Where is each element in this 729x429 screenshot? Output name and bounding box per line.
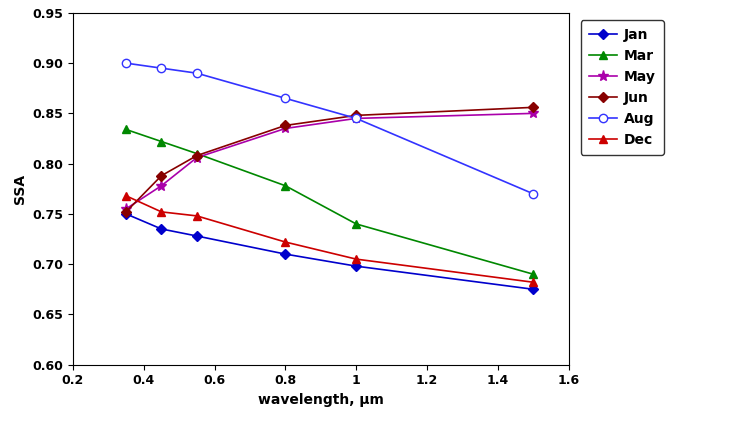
Dec [281,239,289,245]
Aug [529,191,537,196]
Line: Jan: Jan [122,210,537,293]
Jan [352,263,361,269]
Line: Jun: Jun [122,104,537,215]
Dec [529,280,537,285]
Line: Aug: Aug [122,59,537,198]
Jun [529,105,537,110]
Aug [192,71,201,76]
Legend: Jan, Mar, May, Jun, Aug, Dec: Jan, Mar, May, Jun, Aug, Dec [580,20,664,155]
Jun [192,153,201,158]
Mar [352,221,361,227]
Jan [281,251,289,257]
Mar [157,139,165,144]
Mar [529,272,537,277]
Jan [192,233,201,239]
Dec [122,193,130,198]
Jun [281,123,289,128]
Jun [157,173,165,178]
Aug [157,66,165,71]
Jan [122,211,130,217]
Y-axis label: SSA: SSA [12,174,27,204]
Line: May: May [120,108,539,214]
Mar [192,151,201,156]
Jan [529,287,537,292]
Aug [352,116,361,121]
May [529,111,537,116]
Line: Dec: Dec [122,192,537,287]
Jun [122,209,130,214]
May [352,116,361,121]
Aug [122,60,130,66]
Mar [122,127,130,132]
Dec [157,209,165,214]
Jun [352,113,361,118]
May [157,183,165,188]
May [192,155,201,160]
Aug [281,96,289,101]
Dec [192,213,201,218]
Line: Mar: Mar [122,125,537,278]
Jan [157,227,165,232]
Dec [352,257,361,262]
X-axis label: wavelength, μm: wavelength, μm [258,393,383,407]
Mar [281,183,289,188]
May [281,126,289,131]
May [122,206,130,211]
